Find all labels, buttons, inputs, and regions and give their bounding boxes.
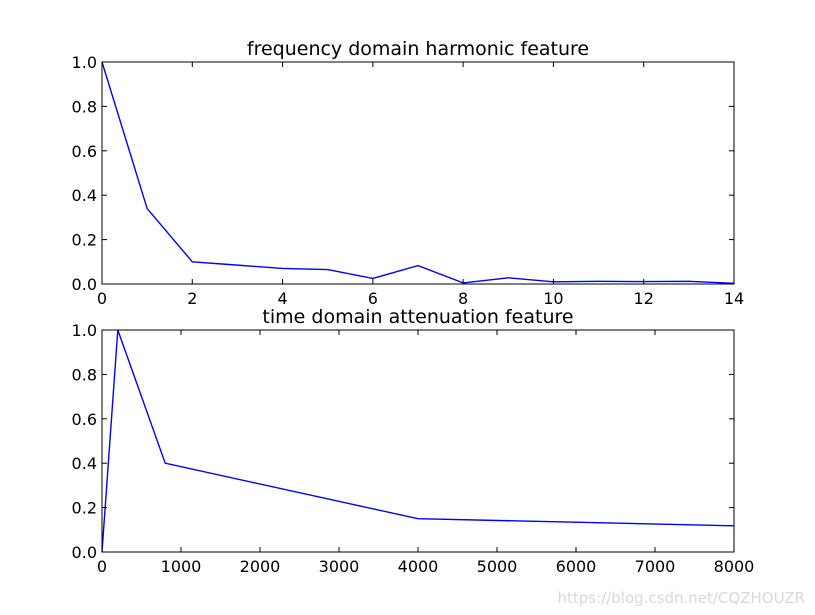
x-tick-label: 6000 — [556, 557, 597, 576]
chart-title: frequency domain harmonic feature — [247, 38, 589, 60]
x-tick-label: 14 — [724, 289, 744, 308]
y-tick-label: 0.6 — [72, 142, 97, 161]
y-tick-label: 0.2 — [72, 231, 97, 250]
x-tick-label: 2000 — [240, 557, 281, 576]
chart-top-frequency: frequency domain harmonic feature 0 2 4 6 8 1… — [72, 38, 745, 308]
y-tick-label: 0.6 — [72, 410, 97, 429]
x-tick-label: 7000 — [635, 557, 676, 576]
x-tick-label: 0 — [97, 557, 107, 576]
series-line — [101, 61, 735, 285]
series-line — [101, 329, 735, 553]
watermark-text: https://blog.csdn.net/CQZHOUZR — [557, 589, 805, 607]
x-tick-label: 8 — [458, 289, 468, 308]
plot-frame — [101, 61, 735, 285]
y-tick-label: 0.8 — [72, 365, 97, 384]
y-tick-label: 0.0 — [72, 275, 97, 294]
chart-title: time domain attenuation feature — [262, 306, 573, 328]
x-tick-label: 0 — [97, 289, 107, 308]
x-tick-label: 4 — [277, 289, 287, 308]
y-tick-label: 1.0 — [72, 321, 97, 340]
x-tick-label: 6 — [368, 289, 378, 308]
chart-bottom-time: time domain attenuation feature 0 1000 200… — [72, 306, 755, 576]
x-tick-label: 4000 — [398, 557, 439, 576]
x-tick-label: 12 — [634, 289, 654, 308]
y-tick-label: 1.0 — [72, 53, 97, 72]
y-tick-label: 0.8 — [72, 97, 97, 116]
x-tick-label: 5000 — [477, 557, 518, 576]
x-tick-label: 10 — [543, 289, 563, 308]
y-tick-label: 0.2 — [72, 499, 97, 518]
y-tick-label: 0.4 — [72, 454, 97, 473]
x-tick-label: 3000 — [319, 557, 360, 576]
y-tick-label: 0.4 — [72, 186, 97, 205]
x-tick-label: 2 — [187, 289, 197, 308]
x-tick-label: 8000 — [714, 557, 755, 576]
x-tick-label: 1000 — [161, 557, 202, 576]
y-tick-label: 0.0 — [72, 543, 97, 562]
